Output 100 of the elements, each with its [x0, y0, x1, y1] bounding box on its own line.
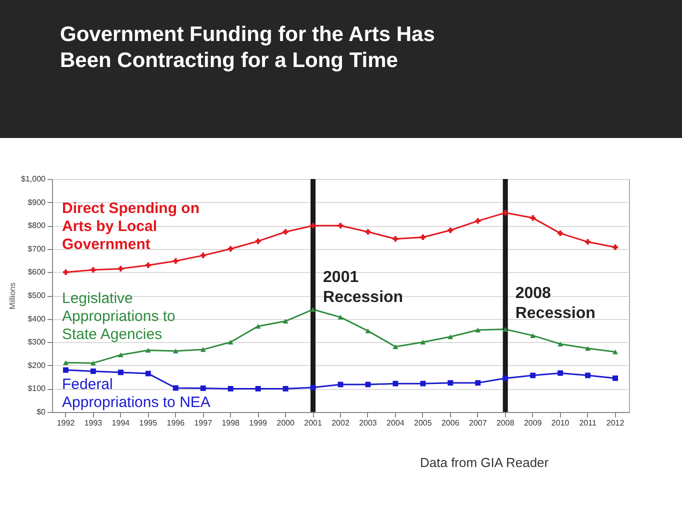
point	[448, 380, 454, 386]
x-tick-label: 2000	[276, 418, 295, 428]
point	[612, 244, 618, 250]
x-tick-label: 1994	[112, 418, 130, 428]
x-tick-label: 2011	[579, 418, 597, 428]
point	[255, 238, 261, 244]
point	[255, 324, 261, 329]
y-tick-label: $600	[28, 268, 46, 277]
point	[338, 314, 344, 320]
x-tick-label: 1996	[166, 418, 186, 428]
point	[145, 370, 151, 376]
point	[530, 333, 536, 338]
x-tick-label: 2004	[386, 418, 405, 428]
point	[558, 230, 564, 236]
point	[585, 239, 591, 245]
point	[172, 348, 178, 354]
point	[392, 380, 398, 386]
point	[228, 340, 234, 344]
point	[172, 258, 178, 264]
y-tick-label: $900	[28, 198, 46, 207]
y-tick-label: $0	[36, 408, 46, 416]
point	[200, 347, 206, 352]
point	[118, 352, 124, 358]
point	[118, 370, 124, 376]
point	[63, 269, 68, 275]
x-tick-label: 2007	[468, 418, 488, 428]
point	[365, 229, 371, 235]
y-axis-title: Millions	[8, 282, 18, 310]
y-tick-label: $200	[28, 360, 46, 370]
x-tick-label: 2009	[524, 418, 542, 428]
x-tick-label: 2002	[332, 418, 350, 428]
point	[502, 210, 508, 216]
point	[530, 215, 536, 221]
point	[228, 246, 234, 252]
point	[145, 348, 151, 353]
series-label: Legislative Appropriations to State Agencies	[62, 290, 176, 343]
x-tick-label: 2010	[551, 418, 570, 428]
point	[612, 350, 618, 354]
y-tick-label: $100	[28, 384, 46, 394]
point	[255, 386, 261, 392]
point	[392, 344, 398, 350]
x-tick-label: 2008	[496, 418, 515, 428]
point	[228, 386, 234, 392]
series-label: Federal Appropriations to NEA	[62, 376, 210, 411]
x-tick-label: 2001	[304, 418, 322, 428]
point	[420, 340, 426, 344]
point	[90, 360, 96, 366]
x-tick-label: 1999	[249, 418, 268, 428]
point	[365, 328, 371, 334]
point	[585, 346, 591, 351]
point	[448, 228, 454, 233]
point	[310, 222, 316, 228]
x-tick-label: 1997	[194, 418, 213, 428]
point	[282, 386, 288, 392]
x-tick-label: 1995	[139, 418, 158, 428]
y-tick-label: $300	[28, 338, 46, 347]
point	[172, 385, 178, 391]
y-tick-label: $500	[28, 291, 46, 300]
point	[310, 384, 316, 390]
text: Data from GIA Reader	[420, 455, 549, 470]
x-tick-label: 2012	[606, 418, 625, 428]
point	[90, 267, 96, 273]
x-tick-label: 1992	[56, 418, 76, 428]
series-label: Direct Spending on Arts by Local Government	[62, 200, 200, 253]
chart-title: Government Funding for the Arts Has Been Contracting for a Long Time	[60, 22, 436, 74]
point	[475, 218, 481, 224]
point	[420, 380, 426, 386]
x-tick-label: 2005	[414, 418, 432, 428]
point	[392, 236, 398, 242]
y-tick-label: $700	[28, 244, 46, 254]
y-tick-label: $800	[28, 221, 46, 230]
point	[282, 229, 288, 235]
point	[612, 375, 618, 381]
point	[118, 266, 124, 272]
point	[282, 318, 288, 324]
ref-line-label: 2008 Recession	[515, 285, 596, 322]
point	[310, 307, 316, 312]
point	[200, 252, 206, 258]
x-tick-label: 2006	[442, 418, 460, 428]
y-tick-label: $1,000	[21, 174, 46, 184]
point	[558, 370, 564, 376]
point	[530, 372, 536, 378]
ref-line-label: 2001 Recession	[323, 269, 404, 306]
point	[90, 368, 96, 374]
y-tick-label: $400	[28, 314, 46, 324]
point	[200, 385, 206, 391]
point	[63, 367, 68, 373]
point	[448, 334, 454, 340]
point	[365, 382, 371, 388]
point	[63, 360, 68, 365]
point	[475, 380, 481, 386]
x-tick-label: 1993	[84, 418, 103, 428]
point	[420, 234, 426, 240]
point	[502, 375, 508, 381]
point	[558, 342, 564, 346]
x-tick-label: 1998	[222, 418, 240, 428]
point	[502, 326, 508, 332]
point	[585, 372, 591, 378]
point	[475, 328, 481, 332]
x-tick-label: 2003	[359, 418, 378, 428]
